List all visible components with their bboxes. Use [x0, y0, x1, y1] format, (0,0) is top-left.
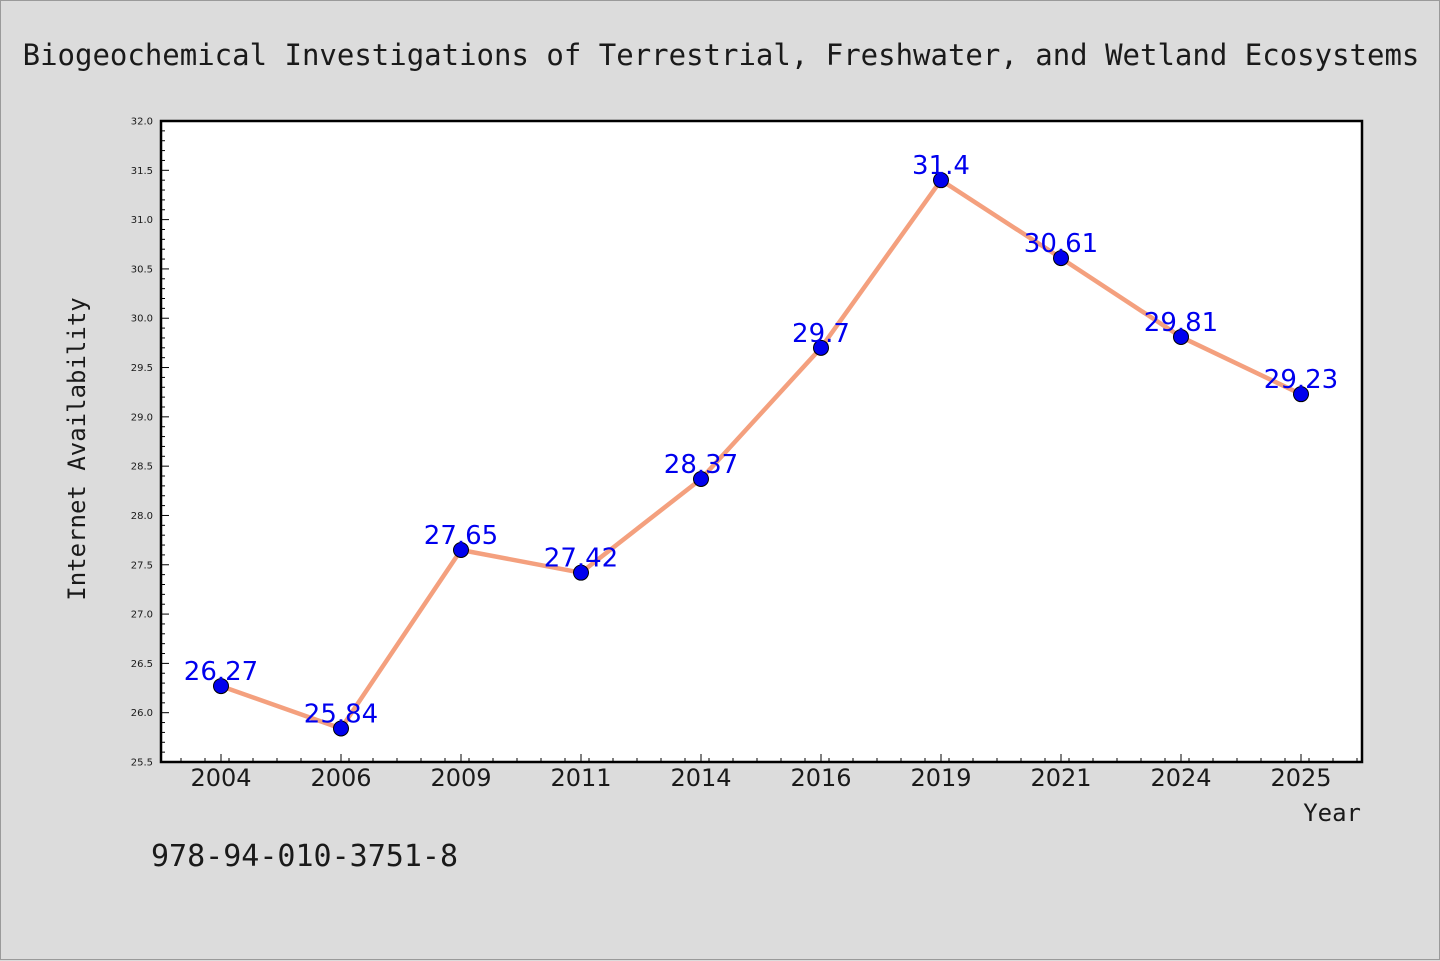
data-label: 26.27 — [184, 657, 258, 687]
x-tick-label: 2016 — [790, 764, 851, 792]
data-label: 25.84 — [304, 699, 378, 729]
x-tick-label: 2025 — [1270, 764, 1331, 792]
x-axis-label: Year — [1303, 799, 1361, 827]
y-tick-label: 26.5 — [131, 659, 153, 670]
data-point — [693, 470, 709, 487]
data-label: 28.37 — [664, 450, 738, 480]
footer-code: 978-94-010-3751-8 — [151, 839, 458, 874]
x-tick-label: 2014 — [670, 764, 731, 792]
y-tick-label: 30.0 — [131, 314, 153, 325]
y-tick-label: 31.5 — [131, 166, 153, 177]
data-point — [933, 172, 949, 189]
y-tick-label: 28.0 — [131, 511, 153, 522]
x-tick-label: 2004 — [190, 764, 251, 792]
y-tick-label: 26.0 — [131, 708, 153, 719]
y-tick-label: 29.0 — [131, 412, 153, 423]
data-point — [813, 339, 829, 356]
data-point — [333, 720, 349, 737]
plot-area — [159, 119, 1364, 764]
y-tick-label: 32.0 — [131, 117, 153, 128]
data-point — [1173, 328, 1189, 345]
data-label: 31.4 — [912, 151, 970, 181]
chart-title: Biogeochemical Investigations of Terrest… — [23, 38, 1420, 72]
y-tick-label: 30.5 — [131, 264, 153, 275]
x-tick-label: 2006 — [310, 764, 371, 792]
y-tick-label: 28.5 — [131, 462, 153, 473]
x-tick-label: 2011 — [550, 764, 611, 792]
y-axis-label: Internet Availability — [63, 297, 91, 600]
y-tick-label: 29.5 — [131, 363, 153, 374]
data-label: 30.61 — [1024, 229, 1098, 259]
data-point — [453, 541, 469, 558]
x-tick-label: 2021 — [1030, 764, 1091, 792]
data-label: 29.23 — [1264, 365, 1338, 395]
x-tick-label: 2019 — [910, 764, 971, 792]
data-label: 29.81 — [1144, 308, 1218, 338]
y-tick-label: 25.5 — [131, 758, 153, 769]
data-labels: 26.27 25.84 27.65 27.42 28.37 29.7 31.4 30.61 29… — [184, 151, 1338, 729]
data-label: 27.65 — [424, 521, 498, 551]
x-tick-label: 2024 — [1150, 764, 1211, 792]
data-point — [213, 678, 229, 695]
y-tick-label: 27.5 — [131, 560, 153, 571]
y-axis: 25.5 26.0 26.5 27.0 27.5 28.0 28.5 29.0 29.5 30.0… — [131, 117, 169, 769]
y-tick-label: 31.0 — [131, 215, 153, 226]
series-line — [218, 177, 1304, 731]
series-layer — [213, 172, 1309, 737]
data-point — [573, 564, 589, 581]
y-tick-label: 27.0 — [131, 610, 153, 621]
x-axis: 2004 2006 2009 2011 2014 2016 2019 2021 2024 2025 — [180, 754, 1358, 792]
data-label: 29.7 — [792, 319, 850, 349]
data-point — [1293, 386, 1309, 403]
x-tick-label: 2009 — [430, 764, 491, 792]
data-point — [1053, 250, 1069, 267]
data-label: 27.42 — [544, 544, 618, 574]
